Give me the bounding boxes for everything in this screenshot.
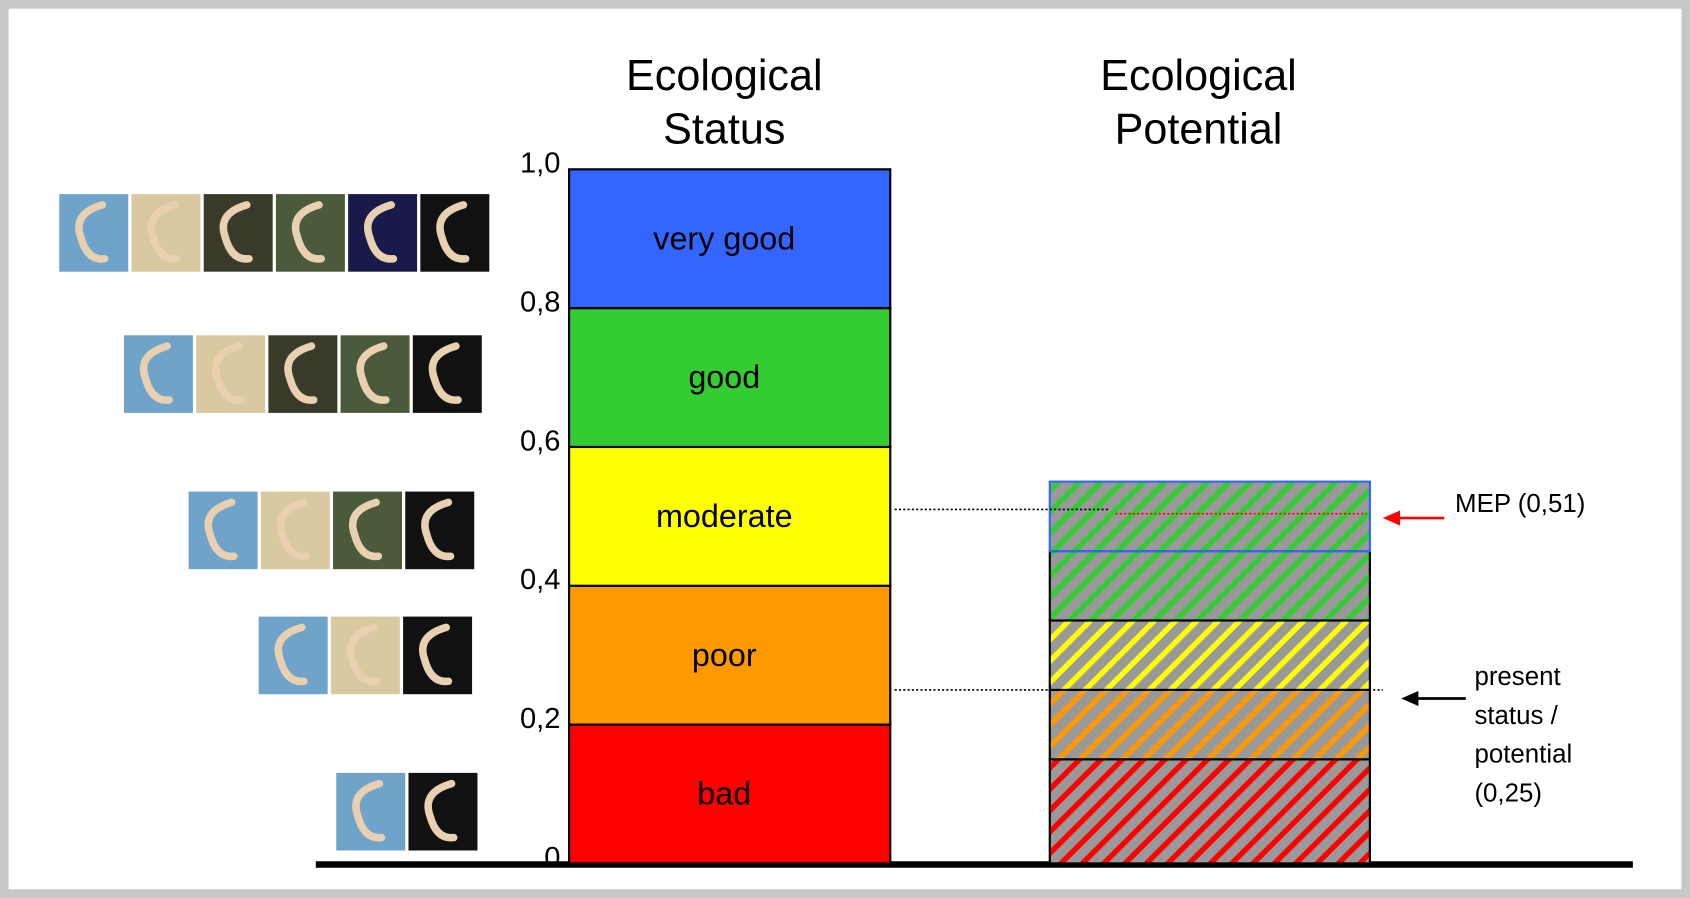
status-label: very good xyxy=(653,220,795,256)
status-label: moderate xyxy=(656,498,793,534)
annotation-label: MEP (0,51) xyxy=(1455,490,1585,518)
y-tick-label: 0,2 xyxy=(520,703,560,735)
status-label: poor xyxy=(692,637,757,673)
y-tick-label: 0,6 xyxy=(520,425,560,457)
title-line: Ecological xyxy=(626,52,822,100)
title-line: Potential xyxy=(1115,106,1283,154)
annotation-line: potential xyxy=(1474,740,1572,768)
annotation-line: (0,25) xyxy=(1474,779,1542,807)
status-label: good xyxy=(688,359,760,395)
potential-segment xyxy=(1050,620,1370,689)
page: Ecological Status Ecological Potential 0 0,2 0… xyxy=(0,0,1690,898)
potential-segment xyxy=(1050,482,1370,551)
potential-segment xyxy=(1050,759,1370,863)
y-tick-label: 0,4 xyxy=(520,564,560,596)
y-tick-label: 0 xyxy=(544,842,560,874)
y-tick-label: 0,8 xyxy=(520,287,560,319)
annotation-line: status / xyxy=(1474,702,1558,730)
potential-segment xyxy=(1050,690,1370,759)
title-line: Status xyxy=(663,106,785,154)
status-label: bad xyxy=(697,776,751,812)
chart: Ecological Status Ecological Potential 0 0,2 0… xyxy=(0,0,1690,898)
annotation-line: MEP (0,51) xyxy=(1455,490,1585,518)
annotation-line: present xyxy=(1474,663,1560,691)
y-tick-label: 1,0 xyxy=(520,148,560,180)
potential-segment xyxy=(1050,551,1370,620)
title-line: Ecological xyxy=(1100,52,1297,100)
